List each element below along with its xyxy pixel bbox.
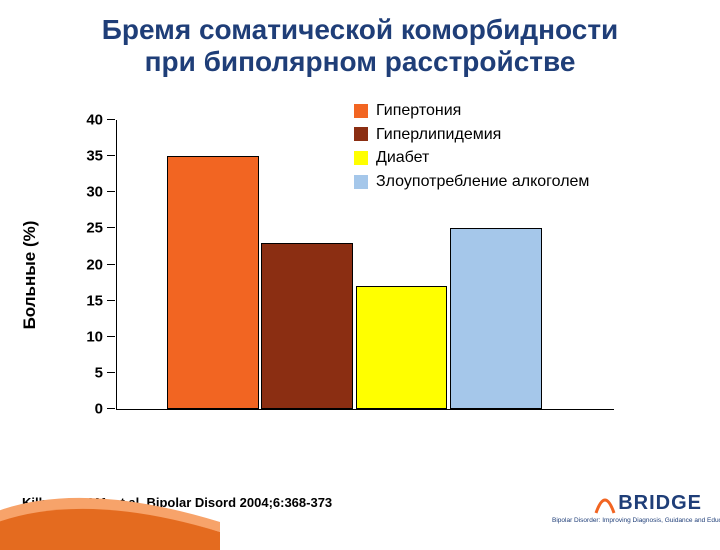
y-tick-label: 15 bbox=[86, 292, 117, 309]
y-tick-label: 5 bbox=[95, 364, 117, 381]
title-line-1: Бремя соматической коморбидности bbox=[102, 14, 619, 45]
y-tick-label: 40 bbox=[86, 112, 117, 129]
bridge-logo: BRIDGE Bipolar Disorder: Improving Diagn… bbox=[552, 492, 702, 524]
citation-text: Kilbourne AM, et al. Bipolar Disord 2004… bbox=[22, 495, 332, 510]
y-tick-label: 0 bbox=[95, 401, 117, 418]
logo-text: BRIDGE bbox=[618, 492, 702, 515]
bar bbox=[450, 228, 542, 409]
bar bbox=[261, 243, 353, 409]
y-tick-label: 30 bbox=[86, 184, 117, 201]
swoosh-path-dark bbox=[0, 509, 220, 550]
slide-title: Бремя соматической коморбидности при бип… bbox=[0, 0, 720, 84]
y-tick-label: 10 bbox=[86, 328, 117, 345]
plot-area: 0510152025303540 bbox=[116, 120, 614, 410]
y-tick-label: 20 bbox=[86, 256, 117, 273]
logo-tagline: Bipolar Disorder: Improving Diagnosis, G… bbox=[552, 517, 702, 524]
y-axis-label: Больные (%) bbox=[20, 221, 40, 330]
y-tick-label: 25 bbox=[86, 220, 117, 237]
bar-chart: Больные (%) 0510152025303540 bbox=[54, 110, 614, 440]
logo-brand: BRIDGE bbox=[552, 492, 702, 515]
logo-arc-icon bbox=[594, 493, 616, 515]
bar bbox=[356, 286, 448, 409]
title-line-2: при биполярном расстройстве bbox=[145, 46, 576, 77]
y-tick-label: 35 bbox=[86, 148, 117, 165]
bar bbox=[167, 156, 259, 409]
